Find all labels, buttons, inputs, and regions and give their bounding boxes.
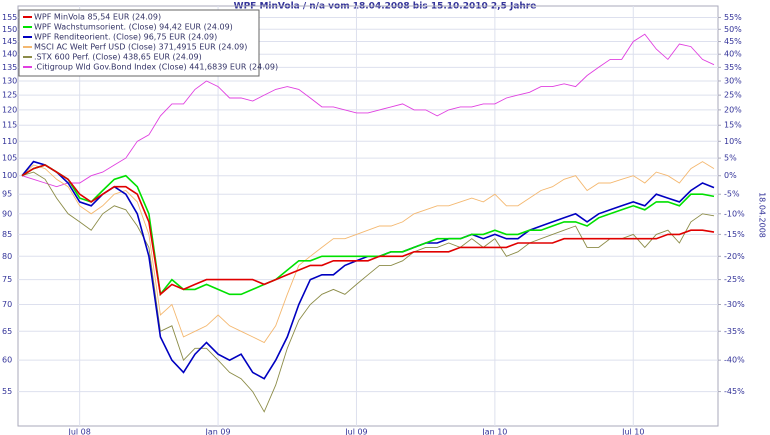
y-tick-label: 85 [2,230,12,239]
y2-tick-label: -40% [724,356,745,365]
y-tick-label: 75 [2,275,12,284]
legend-label: WPF Renditeorient. (Close) 96,75 EUR (24… [34,33,217,42]
x-tick-label: Jul 09 [344,428,367,435]
series-line [21,164,715,297]
side-label: 18.04.2008 [758,192,767,238]
y2-tick-label: -20% [724,252,745,261]
y-tick-label: 135 [2,63,17,72]
x-tick-label: Jan 09 [205,428,231,435]
y-tick-label: 95 [2,190,12,199]
y2-tick-label: 5% [724,154,737,163]
y-tick-label: 55 [2,387,12,396]
y-tick-label: 70 [2,300,12,309]
plot-area [17,5,719,427]
y2-tick-label: -15% [724,230,745,239]
y2-tick-label: -30% [724,300,745,309]
legend: WPF MinVola 85,54 EUR (24.09)WPF Wachstu… [18,9,278,77]
legend-label: .STX 600 Perf. (Close) 438,65 EUR (24.09… [34,53,202,62]
x-tick-label: Jul 10 [621,428,644,435]
y2-tick-label: 35% [724,63,742,72]
y-tick-label: 145 [2,37,17,46]
legend-label: MSCI AC Welt Perf USD (Close) 371,4915 E… [34,43,247,52]
y-tick-label: 80 [2,252,12,261]
y-tick-label: 155 [2,13,17,22]
series-line [21,33,715,188]
y2-tick-label: 0% [724,171,737,180]
legend-label: .Citigroup Wld Gov.Bond Index (Close) 44… [34,63,278,72]
y2-tick-label: 25% [724,91,742,100]
y-tick-label: 125 [2,91,17,100]
y-tick-label: 110 [2,137,17,146]
y2-tick-label: -10% [724,209,745,218]
x-tick-label: Jul 08 [67,428,90,435]
y2-tick-label: -45% [724,387,745,396]
series-line [21,171,715,413]
y2-tick-label: 20% [724,105,742,114]
y-tick-label: 150 [2,25,17,34]
y-tick-label: 100 [2,171,17,180]
y2-tick-label: -35% [724,327,745,336]
y-tick-label: 140 [2,50,17,59]
y-tick-label: 60 [2,356,12,365]
y-tick-label: 65 [2,327,12,336]
y-tick-label: 90 [2,209,12,218]
y2-tick-label: 55% [724,13,742,22]
y2-tick-label: 50% [724,25,742,34]
y2-tick-label: -25% [724,275,745,284]
y-tick-label: 130 [2,76,17,85]
y2-tick-label: 40% [724,50,742,59]
y-tick-label: 115 [2,121,17,130]
y2-tick-label: 45% [724,37,742,46]
legend-label: WPF Wachstumsorient. (Close) 94,42 EUR (… [34,23,233,32]
y2-tick-label: 15% [724,121,742,130]
series-line [21,164,715,296]
legend-box [18,9,260,77]
series-line [21,161,715,344]
y-tick-label: 105 [2,154,17,163]
legend-label: WPF MinVola 85,54 EUR (24.09) [34,13,161,22]
y2-tick-label: 10% [724,137,742,146]
x-tick-label: Jan 10 [481,428,507,435]
y2-tick-label: -5% [724,190,740,199]
y-tick-label: 120 [2,105,17,114]
y2-tick-label: 30% [724,76,742,85]
